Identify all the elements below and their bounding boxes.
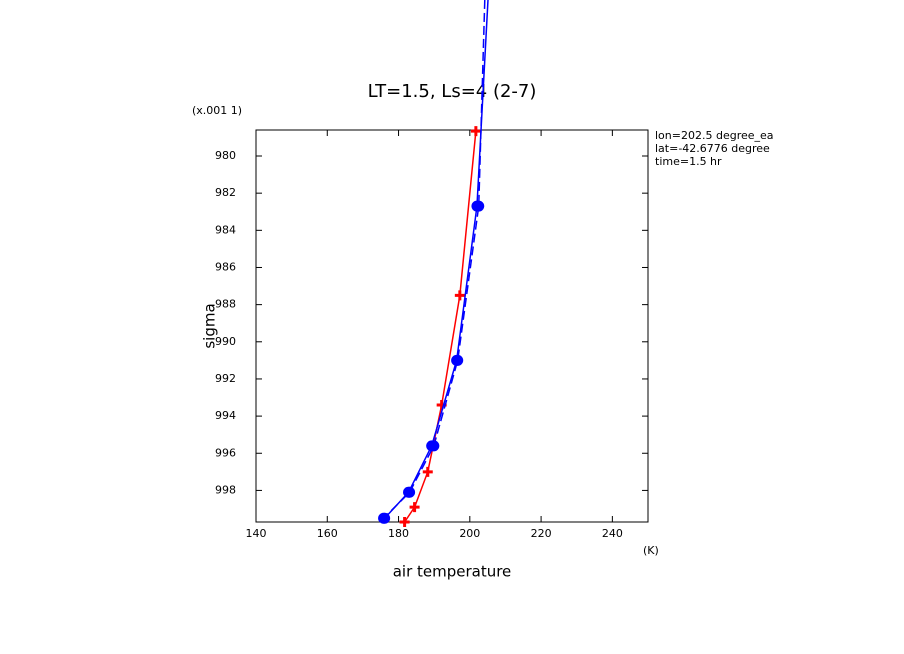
x-tick-label: 200	[459, 527, 480, 540]
y-tick-label: 996	[215, 446, 236, 459]
marker	[454, 290, 465, 301]
y-tick-label: 992	[215, 372, 236, 385]
y-tick-label: 998	[215, 483, 236, 496]
annotation: lon=202.5 degree_ea	[655, 129, 774, 142]
x-tick-label: 160	[317, 527, 338, 540]
y-tick-label: 990	[215, 335, 236, 348]
marker	[452, 354, 464, 366]
y-tick-label: 980	[215, 149, 236, 162]
series-line	[383, 0, 486, 519]
plot-frame	[255, 129, 649, 523]
marker	[399, 517, 410, 527]
marker	[409, 502, 420, 513]
marker	[470, 126, 481, 137]
x-tick-label: 240	[602, 527, 623, 540]
y-axis-label: sigma	[201, 303, 219, 348]
annotation: time=1.5 hr	[655, 155, 722, 168]
marker	[428, 440, 440, 452]
series-line	[403, 131, 477, 523]
y-unit: (x.001 1)	[192, 104, 242, 117]
marker	[473, 200, 485, 212]
annotation: lat=-42.6776 degree	[655, 142, 770, 155]
chart-title: LT=1.5, Ls=4 (2-7)	[368, 81, 537, 102]
y-tick-label: 994	[215, 409, 236, 422]
y-tick-label: 986	[215, 260, 236, 273]
x-axis-label: air temperature	[393, 563, 512, 581]
marker	[404, 486, 416, 498]
y-tick-label: 982	[215, 186, 236, 199]
series-line	[384, 0, 489, 519]
y-tick-label: 984	[215, 223, 236, 236]
x-unit: (K)	[643, 544, 659, 557]
marker	[422, 466, 433, 477]
y-tick-label: 988	[215, 298, 236, 311]
x-tick-label: 180	[388, 527, 409, 540]
x-tick-label: 140	[246, 527, 267, 540]
x-tick-label: 220	[531, 527, 552, 540]
marker	[378, 512, 390, 524]
